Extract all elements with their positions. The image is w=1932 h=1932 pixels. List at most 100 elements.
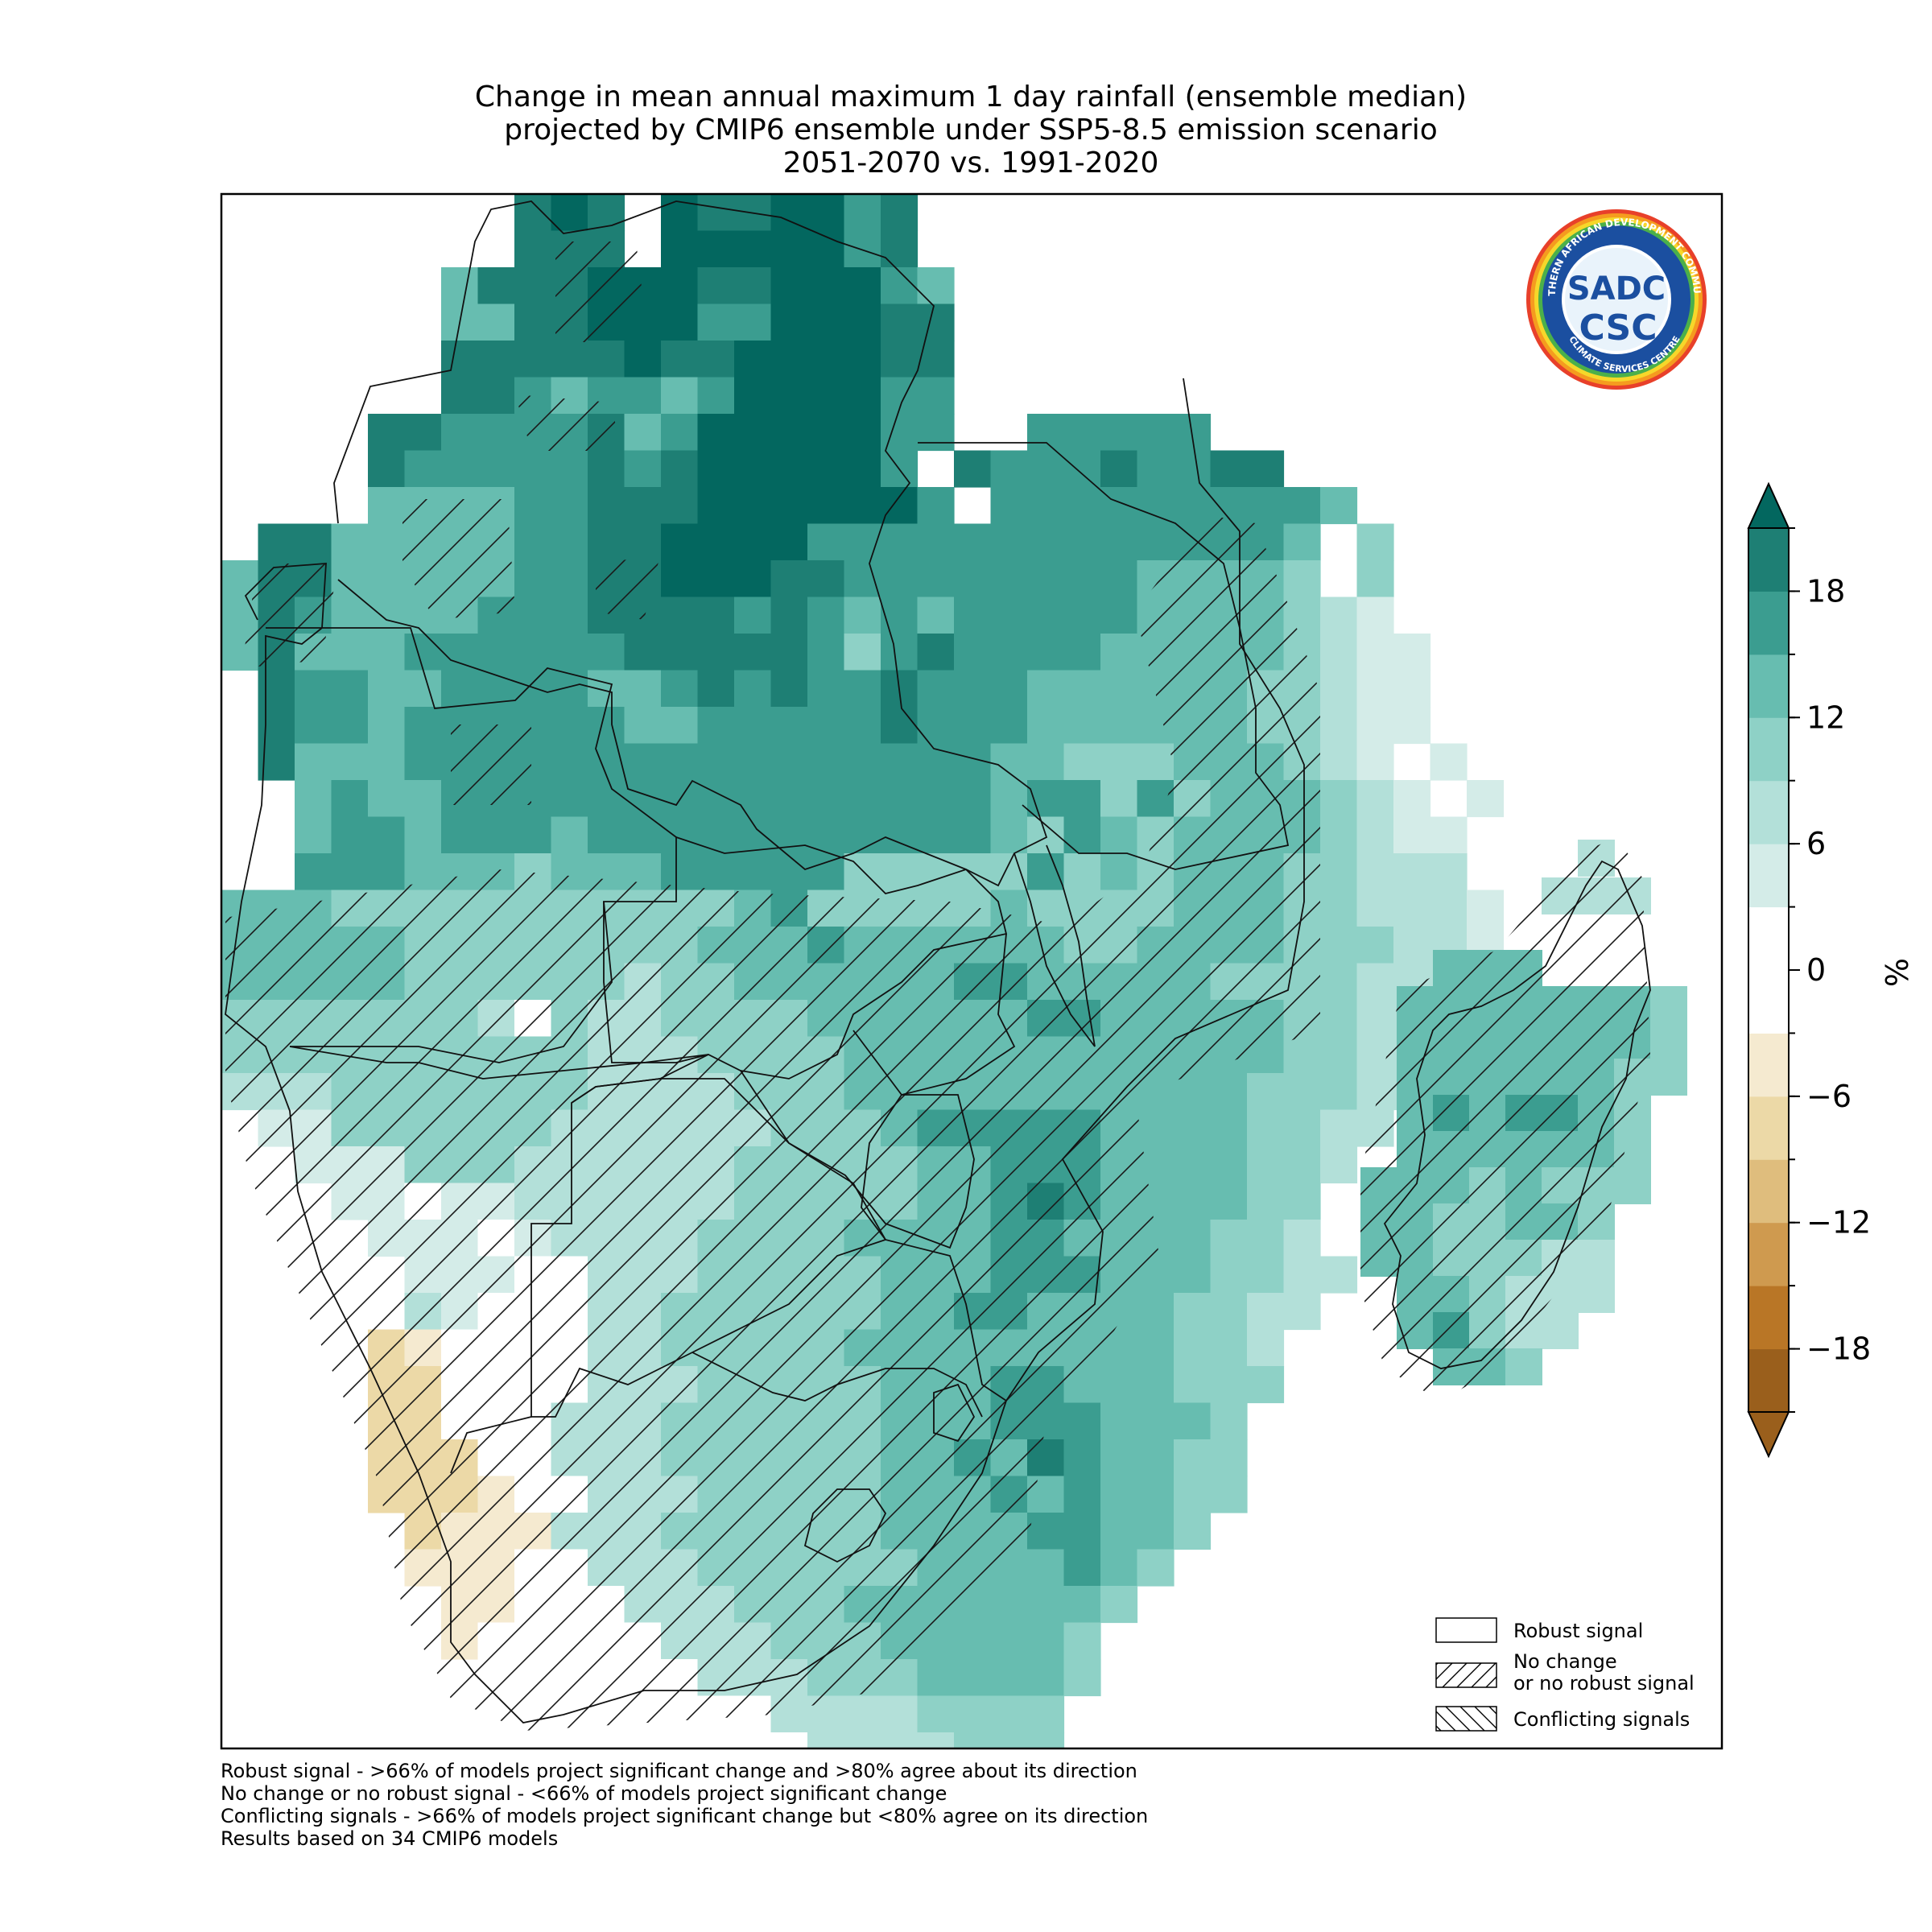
grid-cell [990, 707, 1028, 745]
grid-cell [1063, 743, 1101, 781]
grid-cell [1027, 707, 1065, 745]
grid-cell [661, 267, 699, 305]
grid-cell [917, 414, 955, 452]
grid-cell [404, 634, 442, 671]
grid-cell [1063, 634, 1101, 671]
grid-cell [697, 414, 735, 452]
grid-cell [1063, 1586, 1101, 1624]
grid-cell [990, 1695, 1028, 1733]
grid-cell [1100, 743, 1138, 781]
grid-cell [697, 743, 735, 781]
colorbar-segment [1748, 1286, 1789, 1350]
colorbar-tick-label: 12 [1806, 700, 1845, 735]
grid-cell [1063, 707, 1101, 745]
grid-cell [1283, 1183, 1321, 1220]
grid-cell [917, 707, 955, 745]
grid-cell [990, 523, 1028, 561]
grid-cell [551, 1732, 588, 1748]
grid-cell [881, 230, 919, 268]
grid-cell [1356, 816, 1394, 854]
colorbar-segment [1748, 1096, 1789, 1160]
grid-cell [661, 597, 699, 634]
grid-cell [734, 560, 772, 598]
grid-cell [624, 743, 662, 781]
grid-cell [1320, 707, 1358, 745]
grid-cell [807, 377, 845, 415]
grid-cell [844, 1732, 881, 1748]
grid-cell [514, 487, 552, 525]
grid-cell [441, 816, 479, 854]
grid-cell [661, 523, 699, 561]
border-malawi [1013, 844, 1096, 1047]
grid-cell [588, 341, 625, 378]
grid-cell [734, 341, 772, 378]
grid-cell [954, 450, 992, 488]
colorbar-segment [1748, 906, 1789, 1034]
colorbar-extend-min [1747, 1411, 1790, 1459]
grid-cell [770, 670, 808, 708]
grid-cell [697, 487, 735, 525]
grid-cell [807, 634, 845, 671]
grid-cell [807, 523, 845, 561]
grid-cell [990, 816, 1028, 854]
grid-cell [1320, 487, 1358, 525]
grid-cell [331, 743, 369, 781]
grid-cell [624, 1732, 662, 1748]
grid-cell [1027, 853, 1065, 891]
grid-cell [624, 487, 662, 525]
grid-cell [734, 634, 772, 671]
grid-cell [1650, 986, 1687, 1023]
grid-cell [770, 634, 808, 671]
grid-cell [1100, 450, 1138, 488]
grid-cell [1137, 1439, 1174, 1477]
grid-cell [477, 267, 515, 305]
grid-cell [1210, 1476, 1248, 1513]
grid-cell [1100, 560, 1138, 598]
grid-cell [1320, 1256, 1358, 1294]
grid-cell [770, 303, 808, 341]
grid-cell [258, 670, 295, 708]
grid-cell [917, 303, 955, 341]
grid-cell [734, 707, 772, 745]
grid-cell [697, 303, 735, 341]
grid-cell [1210, 1293, 1248, 1331]
grid-cell [1063, 1402, 1101, 1440]
colorbar-segment [1748, 1159, 1789, 1224]
grid-cell [1356, 634, 1394, 671]
grid-cell [1100, 487, 1138, 525]
grid-cell [514, 341, 552, 378]
grid-cell [331, 780, 369, 818]
title-line-2: projected by CMIP6 ensemble under SSP5-8… [504, 114, 1438, 147]
grid-cell [734, 230, 772, 268]
grid-cell [514, 560, 552, 598]
grid-cell [1063, 853, 1101, 891]
grid-cell [1174, 1220, 1212, 1257]
grid-cell [1210, 1366, 1248, 1404]
grid-cell [514, 670, 552, 708]
grid-cell [588, 816, 625, 854]
grid-cell [770, 707, 808, 745]
grid-cell [661, 780, 699, 818]
grid-cell [697, 853, 735, 891]
grid-cell [734, 523, 772, 561]
grid-cell [477, 377, 515, 415]
grid-cell [1247, 1146, 1285, 1184]
grid-cell [1063, 1439, 1101, 1477]
grid-cell [1356, 1000, 1394, 1038]
grid-cell [1137, 1549, 1174, 1587]
grid-cell [1320, 816, 1358, 854]
grid-cell [1210, 1183, 1248, 1220]
grid-cell [1650, 1059, 1687, 1096]
grid-cell [1320, 597, 1358, 634]
grid-cell [1174, 450, 1212, 488]
grid-cell [697, 377, 735, 415]
grid-cell [844, 377, 881, 415]
grid-cell [1100, 670, 1138, 708]
grid-cell [917, 780, 955, 818]
grid-cell [368, 743, 406, 781]
grid-cell [661, 230, 699, 268]
grid-cell [1283, 1109, 1321, 1147]
map-panel [221, 194, 1687, 1748]
grid-cell [917, 560, 955, 598]
